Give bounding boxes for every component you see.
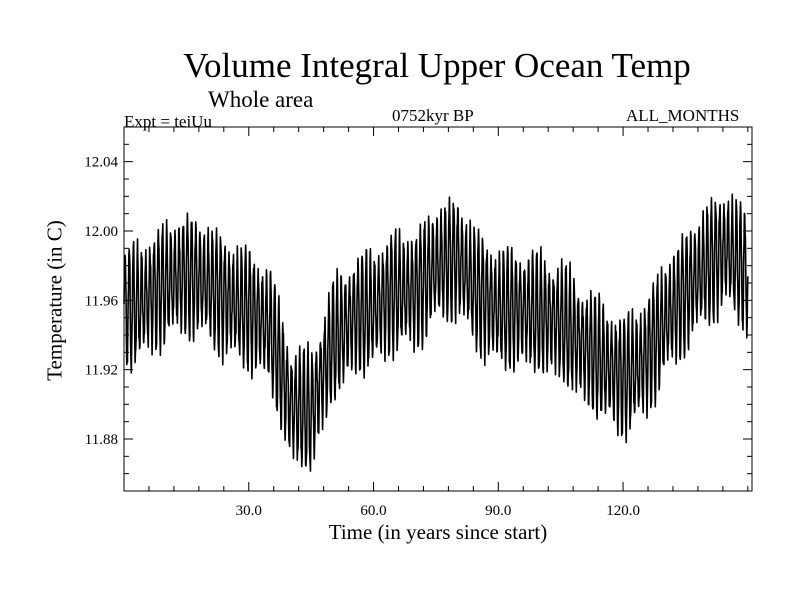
period-label: 0752kyr BP — [392, 106, 474, 125]
x-tick-label: 90.0 — [485, 503, 511, 519]
experiment-label: Expt = teiUu — [124, 112, 212, 131]
temperature-series-line — [123, 193, 749, 472]
y-tick-label: 11.88 — [85, 432, 118, 448]
x-axis-label: Time (in years since start) — [328, 520, 548, 544]
x-tick-label: 60.0 — [360, 503, 386, 519]
y-tick-label: 12.00 — [84, 224, 118, 240]
y-tick-label: 11.96 — [85, 293, 119, 309]
y-tick-label: 12.04 — [84, 155, 118, 171]
y-tick-label: 11.92 — [85, 363, 118, 379]
x-tick-label: 30.0 — [236, 503, 262, 519]
plot-frame — [123, 126, 753, 492]
tick-group — [124, 126, 752, 492]
x-tick-label: 120.0 — [606, 503, 640, 519]
months-label: ALL_MONTHS — [626, 106, 740, 125]
chart-title: Volume Integral Upper Ocean Temp — [183, 46, 691, 85]
chart-subtitle: Whole area — [208, 87, 314, 112]
tick-label-group: 30.0 60.0 90.0 120.0 11.88 11.92 11.96 12.00 12.… — [84, 155, 640, 519]
